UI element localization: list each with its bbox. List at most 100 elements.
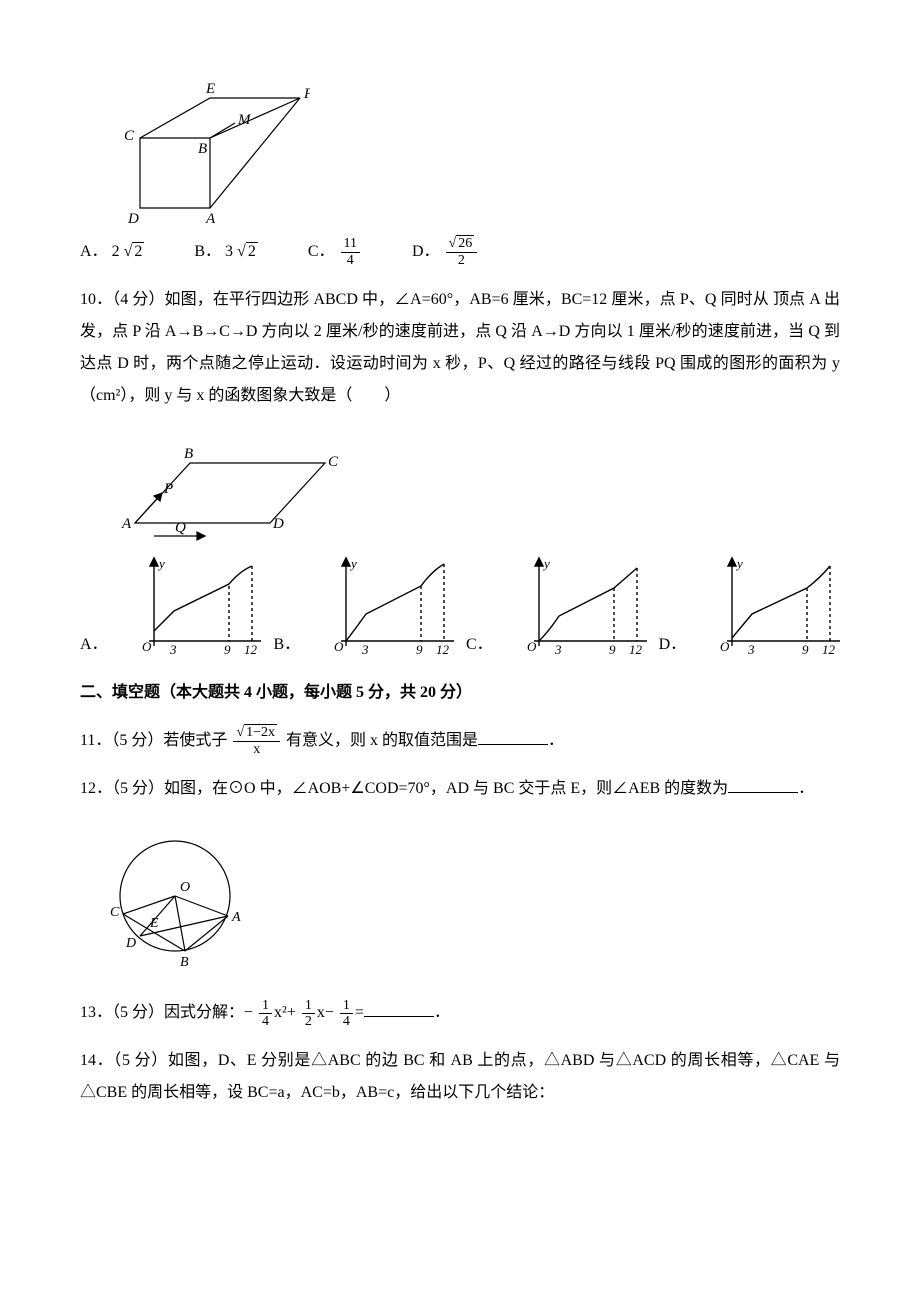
choice-C-den: 4 xyxy=(341,253,360,268)
choice-A-prefix: A． xyxy=(80,236,108,268)
q13-pre: 因式分解：− xyxy=(164,1004,253,1021)
q12: 12．（5 分）如图，在⊙O 中，∠AOB+∠COD=70°，AD 与 BC 交… xyxy=(80,773,840,805)
q13-v2: x− xyxy=(317,1004,334,1021)
graph-C: O y x 3 9 12 xyxy=(509,556,647,661)
gA-x: x xyxy=(261,642,262,657)
gD-O: O xyxy=(720,639,730,654)
label-D: D xyxy=(127,211,139,227)
label-F: F xyxy=(303,86,310,102)
q10-body: 如图，在平行四边形 ABCD 中，∠A=60°，AB=6 厘米，BC=12 厘米… xyxy=(80,291,840,404)
q11-pre: 若使式子 xyxy=(163,732,227,749)
gC-y: y xyxy=(542,556,550,571)
q10-text: 10．（4 分）如图，在平行四边形 ABCD 中，∠A=60°，AB=6 厘米，… xyxy=(80,284,840,412)
label-M: M xyxy=(237,112,252,128)
choice-A-rad: 2 xyxy=(132,242,144,260)
q13-v1: x²+ xyxy=(274,1004,296,1021)
q11-blank xyxy=(478,744,548,745)
opt-A-label: A． xyxy=(80,636,108,653)
choice-C-prefix: C． xyxy=(308,236,335,268)
q14-text: 如图，D、E 分别是△ABC 的边 BC 和 AB 上的点，△ABD 与△ACD… xyxy=(80,1052,840,1101)
choice-B-coeff: 3 xyxy=(225,236,233,268)
gB-O: O xyxy=(334,639,344,654)
q13-d3: 4 xyxy=(340,1014,353,1029)
gB-y: y xyxy=(349,556,357,571)
pl-D: D xyxy=(272,516,284,532)
q13-blank xyxy=(364,1016,434,1017)
q9-choices: A． 22 B． 32 C． 114 D． 262 xyxy=(80,236,840,268)
q9-figure: E F C B M D A xyxy=(80,68,840,228)
gB-12: 12 xyxy=(436,642,450,657)
q10-graph-options: A． O y x 3 9 12 B． O y x xyxy=(80,556,840,661)
q13-n3: 1 xyxy=(340,998,353,1014)
choice-B-prefix: B． xyxy=(194,236,221,268)
opt-D-label: D． xyxy=(659,636,687,653)
q13: 13．（5 分）因式分解：− 14x²+ 12x− 14=． xyxy=(80,997,840,1029)
gD-x: x xyxy=(839,642,840,657)
q10-parallelogram: A B C D P Q xyxy=(80,428,840,548)
c-B: B xyxy=(180,955,189,970)
q10-label: 10．（4 分） xyxy=(80,291,165,308)
gA-9: 9 xyxy=(224,642,231,657)
c-C: C xyxy=(110,905,120,920)
gC-12: 12 xyxy=(629,642,643,657)
c-A: A xyxy=(231,910,241,925)
q12-blank xyxy=(728,792,798,793)
label-C: C xyxy=(124,128,135,144)
q9-svg: E F C B M D A xyxy=(80,68,310,228)
gD-y: y xyxy=(735,556,743,571)
q11-tail: ． xyxy=(548,732,564,749)
choice-D-prefix: D． xyxy=(412,236,440,268)
gB-x: x xyxy=(453,642,454,657)
gA-y: y xyxy=(157,556,165,571)
pl-B: B xyxy=(184,446,193,462)
q12-tail: ． xyxy=(798,780,814,797)
q13-n1: 1 xyxy=(259,998,272,1014)
q12-circle-figure: O A B C D E xyxy=(80,821,840,981)
gA-O: O xyxy=(142,639,152,654)
q11-den: x xyxy=(233,742,280,757)
q9-choice-A: A． 22 xyxy=(80,236,144,268)
q9-choice-B: B． 32 xyxy=(194,236,257,268)
gC-x: x xyxy=(646,642,647,657)
q9-choice-D: D． 26 2 xyxy=(412,236,479,268)
gA-3: 3 xyxy=(169,642,177,657)
graph-D: O y x 3 9 12 xyxy=(702,556,840,661)
gC-3: 3 xyxy=(554,642,562,657)
q11-numrad: 1−2x xyxy=(244,724,277,740)
q11: 11．（5 分）若使式子 1−2x x 有意义，则 x 的取值范围是 ． xyxy=(80,725,840,757)
q10-opt-C: C． xyxy=(466,629,497,661)
pl-C: C xyxy=(328,454,339,470)
gB-3: 3 xyxy=(361,642,369,657)
q10-opt-D: D． xyxy=(659,629,691,661)
q11-label: 11．（5 分） xyxy=(80,732,163,749)
q13-d2: 2 xyxy=(302,1014,315,1029)
gA-12: 12 xyxy=(244,642,258,657)
choice-D-den: 2 xyxy=(446,253,478,268)
opt-C-label: C． xyxy=(466,636,493,653)
gC-O: O xyxy=(527,639,537,654)
choice-C-num: 11 xyxy=(341,236,360,252)
choice-D-num: 26 xyxy=(456,235,474,251)
gB-9: 9 xyxy=(416,642,423,657)
section2-heading: 二、填空题（本大题共 4 小题，每小题 5 分，共 20 分） xyxy=(80,677,840,709)
q13-tail: ． xyxy=(434,1004,450,1021)
c-O: O xyxy=(180,880,190,895)
label-E: E xyxy=(205,81,215,97)
opt-B-label: B． xyxy=(273,636,300,653)
q11-post: 有意义，则 x 的取值范围是 xyxy=(286,732,478,749)
gD-9: 9 xyxy=(802,642,809,657)
c-D: D xyxy=(125,936,136,951)
choice-A-coeff: 2 xyxy=(112,236,120,268)
gD-3: 3 xyxy=(747,642,755,657)
gC-9: 9 xyxy=(609,642,616,657)
q13-n2: 1 xyxy=(302,998,315,1014)
graph-A: O y x 3 9 12 xyxy=(124,556,262,661)
q13-label: 13．（5 分） xyxy=(80,1004,164,1021)
pl-Q: Q xyxy=(175,520,186,536)
q14-label: 14．（5 分） xyxy=(80,1052,168,1069)
c-E: E xyxy=(149,916,159,931)
pl-A: A xyxy=(121,516,132,532)
label-B: B xyxy=(198,141,207,157)
q9-choice-C: C． 114 xyxy=(308,236,362,268)
pl-P: P xyxy=(163,481,173,497)
